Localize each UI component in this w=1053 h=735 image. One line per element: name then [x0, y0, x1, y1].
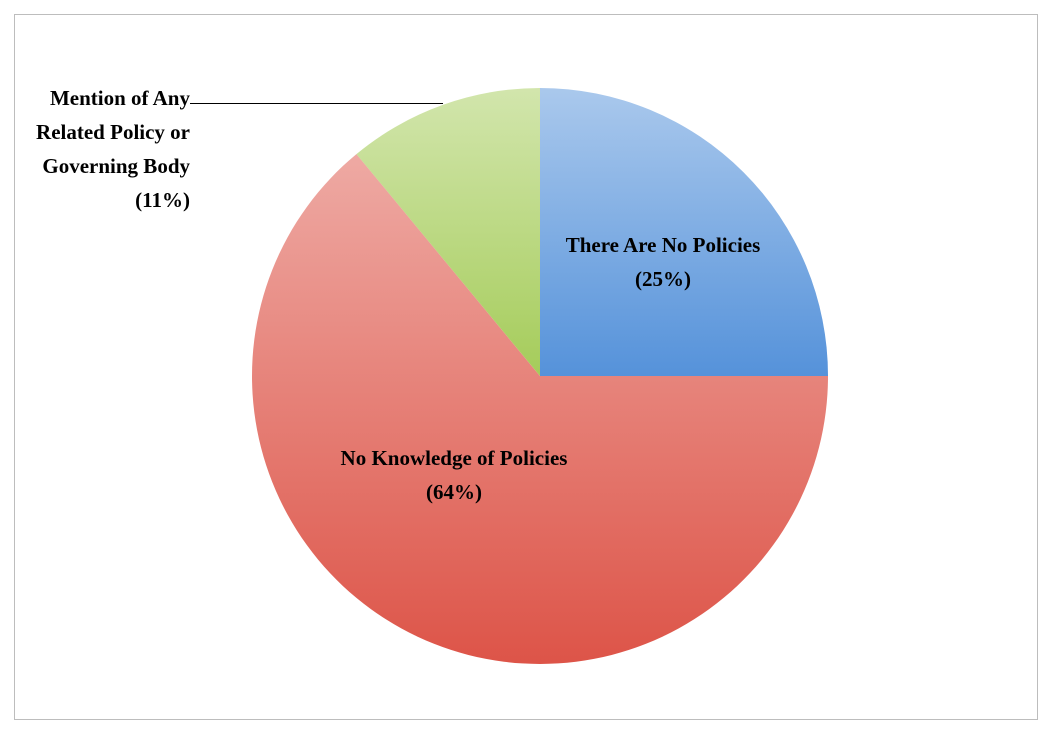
category-label: Mention of Any Related Policy or Governi… — [36, 86, 190, 178]
value-label: (64%) — [426, 480, 482, 504]
value-label: (25%) — [635, 267, 691, 291]
category-label: There Are No Policies — [565, 233, 761, 257]
value-label: (11%) — [135, 188, 190, 212]
slice-label: There Are No Policies (25%) — [563, 228, 763, 296]
pie-slice — [356, 88, 540, 376]
pie-slice — [252, 154, 828, 664]
slice-label: No Knowledge of Policies (64%) — [334, 441, 574, 509]
pie-slice — [540, 88, 828, 376]
category-label: No Knowledge of Policies — [340, 446, 568, 470]
slice-label: Mention of Any Related Policy or Governi… — [14, 81, 190, 217]
